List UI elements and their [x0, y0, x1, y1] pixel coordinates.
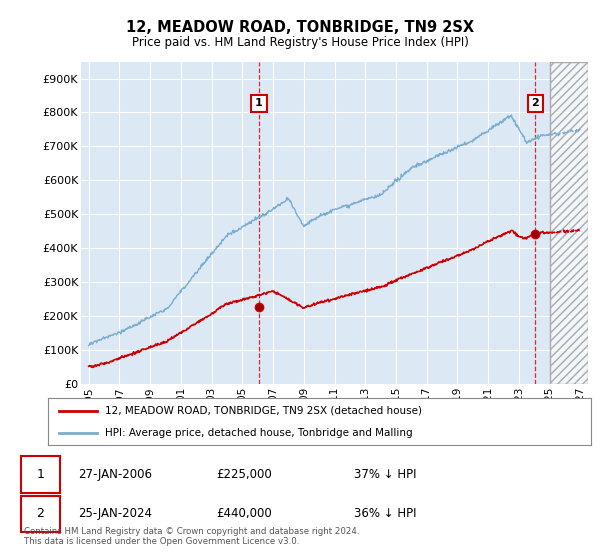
Bar: [550, 62, 588, 384]
Text: HPI: Average price, detached house, Tonbridge and Malling: HPI: Average price, detached house, Tonb…: [105, 428, 413, 438]
Text: 25-JAN-2024: 25-JAN-2024: [78, 507, 152, 520]
Text: 27-JAN-2006: 27-JAN-2006: [78, 468, 152, 481]
Text: £225,000: £225,000: [216, 468, 272, 481]
Text: 1: 1: [255, 99, 263, 109]
Text: 37% ↓ HPI: 37% ↓ HPI: [354, 468, 416, 481]
Text: 12, MEADOW ROAD, TONBRIDGE, TN9 2SX (detached house): 12, MEADOW ROAD, TONBRIDGE, TN9 2SX (det…: [105, 406, 422, 416]
Text: £440,000: £440,000: [216, 507, 272, 520]
Bar: [550, 62, 588, 384]
Text: 1: 1: [37, 468, 44, 481]
Text: 2: 2: [37, 507, 44, 520]
Text: Price paid vs. HM Land Registry's House Price Index (HPI): Price paid vs. HM Land Registry's House …: [131, 36, 469, 49]
Text: 12, MEADOW ROAD, TONBRIDGE, TN9 2SX: 12, MEADOW ROAD, TONBRIDGE, TN9 2SX: [126, 20, 474, 35]
Text: Contains HM Land Registry data © Crown copyright and database right 2024.
This d: Contains HM Land Registry data © Crown c…: [24, 526, 359, 546]
Text: 2: 2: [532, 99, 539, 109]
Text: 36% ↓ HPI: 36% ↓ HPI: [354, 507, 416, 520]
